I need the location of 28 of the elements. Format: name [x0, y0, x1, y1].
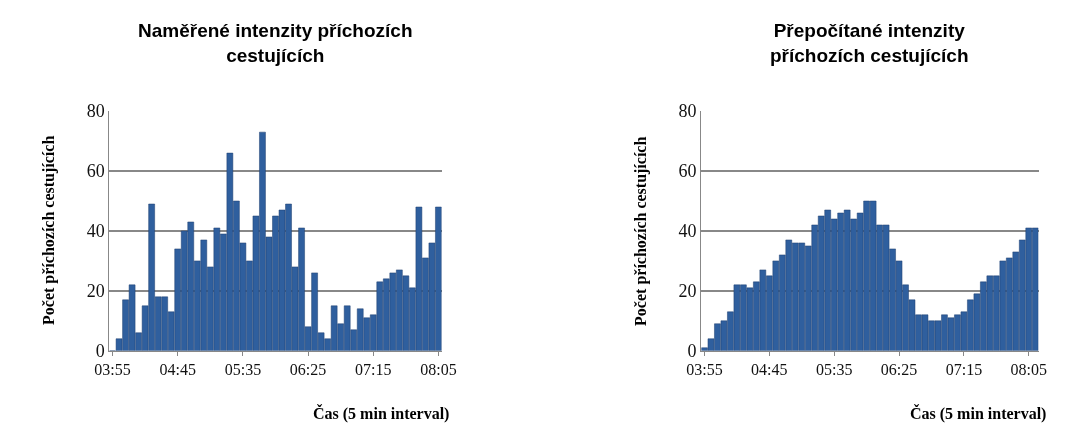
- x-tick-label: 07:15: [945, 360, 983, 378]
- y-tick-label: 20: [678, 281, 697, 302]
- x-tick-label: 04:45: [751, 360, 788, 378]
- y-tick-label: 80: [678, 101, 697, 122]
- y-axis-title: Počet příchozích cestujících: [632, 136, 651, 326]
- x-tick-label: 03:55: [94, 360, 131, 378]
- y-tick-label: 60: [678, 161, 697, 182]
- x-tick-label: 05:35: [815, 360, 853, 378]
- x-tick-label: 03:55: [686, 360, 723, 378]
- y-tick-label: 40: [678, 221, 697, 242]
- y-tick-label: 80: [86, 101, 105, 122]
- y-axis-title: Počet příchozích cestujících: [40, 135, 59, 325]
- x-axis-title: Čas (5 min interval): [910, 404, 1047, 423]
- y-tick-label: 0: [687, 341, 697, 362]
- x-tick-label: 06:25: [880, 360, 918, 378]
- y-tick-label: 60: [86, 161, 105, 182]
- chart-title: Přepočítané intenzity příchozích cestujících: [770, 20, 969, 66]
- x-tick-label: 08:05: [420, 360, 457, 378]
- x-tick-label: 06:25: [289, 360, 327, 378]
- chart-title: Naměřené intenzity příchozích cestujících: [138, 20, 413, 66]
- y-tick-label: 0: [95, 341, 105, 362]
- x-tick-label: 07:15: [355, 360, 392, 378]
- x-axis-title: Čas (5 min interval): [313, 404, 450, 423]
- y-tick-label: 20: [86, 281, 105, 302]
- x-tick-label: 05:35: [224, 360, 262, 378]
- x-tick-label: 04:45: [159, 360, 196, 378]
- x-tick-label: 08:05: [1010, 360, 1047, 378]
- y-tick-label: 40: [86, 221, 105, 242]
